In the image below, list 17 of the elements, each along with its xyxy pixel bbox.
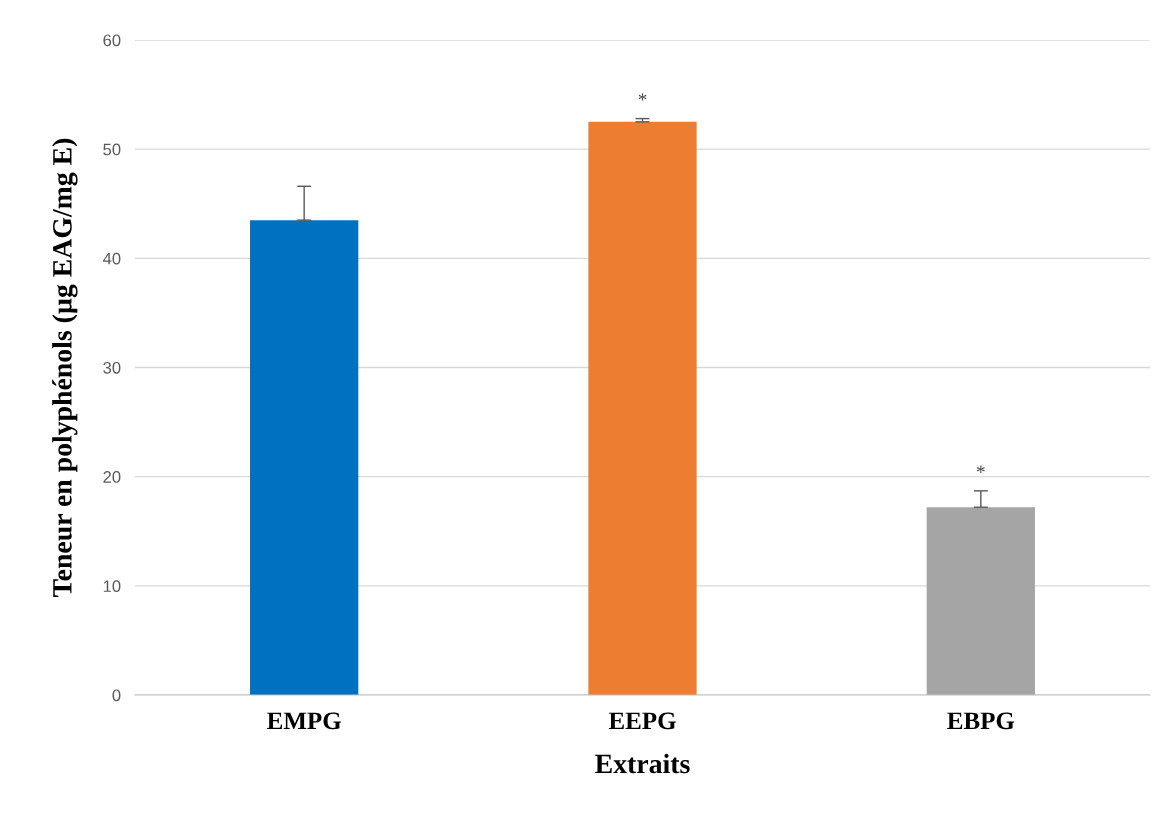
x-tick-label: EEPG [608,712,676,730]
annotation: * [638,93,647,101]
annotation: * [976,465,985,473]
y-tick-label: 40 [102,252,121,265]
bar [250,220,359,695]
y-tick-label: 50 [103,143,121,156]
y-tick-label: 60 [103,34,121,47]
x-tick-label: EMPG [267,712,341,730]
bar [926,507,1035,695]
x-tick-label: EBPG [947,712,1015,730]
y-tick-label: 0 [112,689,121,702]
y-tick-label: 10 [103,580,121,593]
y-tick-label: 30 [103,361,121,374]
x-axis-title: Extraits [595,753,690,774]
y-tick-label: 20 [103,471,121,483]
y-axis-title: Teneur en polyphénols (µg EAG/mg E) [52,138,78,597]
bar [588,121,697,695]
